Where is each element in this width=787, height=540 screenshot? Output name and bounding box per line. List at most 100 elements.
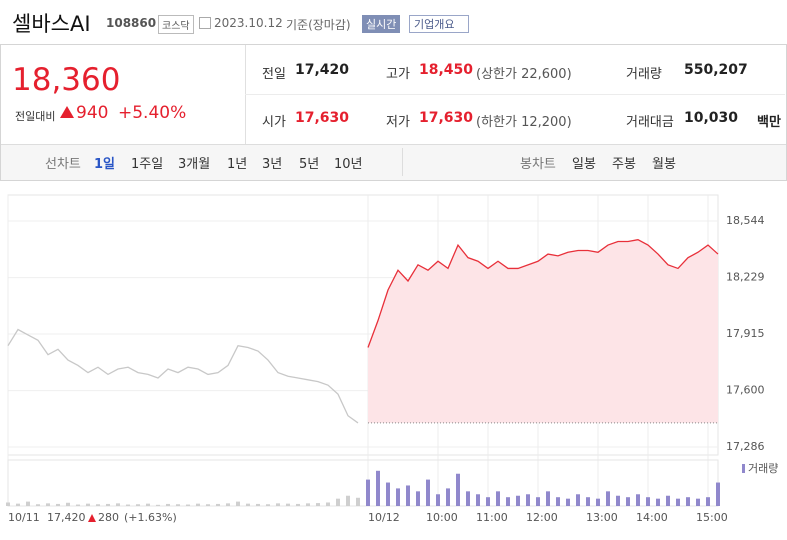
volume-bar <box>426 479 430 506</box>
volume-bar <box>246 503 250 506</box>
volume-bar <box>326 502 330 506</box>
calendar-icon <box>199 17 211 29</box>
tab[interactable]: 10년 <box>334 157 363 172</box>
change-value: 940 <box>76 103 109 123</box>
volume-bar <box>226 503 230 506</box>
volume-bar <box>16 503 20 506</box>
volume-bar <box>296 503 300 506</box>
volume-bar <box>316 503 320 506</box>
footer-change: 280 <box>98 511 119 524</box>
volume-bar <box>466 491 470 506</box>
volume-bar <box>516 495 520 506</box>
volume-bar <box>576 494 580 506</box>
volume-bar <box>446 488 450 506</box>
volume-bar <box>506 497 510 506</box>
volume-bar <box>156 504 160 506</box>
price-line <box>367 239 719 348</box>
tab-bar <box>1 144 786 180</box>
volume-bar <box>686 497 690 506</box>
tab[interactable]: 1일 <box>94 157 116 172</box>
tab-group-label: 봉차트 <box>520 157 556 172</box>
volume-bar <box>26 501 30 506</box>
volume-bar <box>636 494 640 506</box>
tab[interactable]: 일봉 <box>572 157 596 172</box>
up-arrow <box>88 514 96 522</box>
volume-bar <box>566 498 570 506</box>
cell-value: 17,420 <box>295 62 350 78</box>
realtime-button[interactable]: 실시간 <box>362 15 401 33</box>
divider <box>402 148 403 176</box>
volume-bar <box>66 502 70 506</box>
volume-bar <box>126 504 130 506</box>
tab[interactable]: 주봉 <box>612 157 636 172</box>
volume-bar <box>76 504 80 506</box>
up-arrow <box>60 106 74 118</box>
volume-bar <box>36 504 40 506</box>
area-fill <box>368 239 718 423</box>
y-tick-label: 18,544 <box>726 214 765 227</box>
volume-bar <box>6 502 10 506</box>
tab[interactable]: 월봉 <box>652 157 676 172</box>
y-tick-label: 17,600 <box>726 384 765 397</box>
volume-bar <box>276 503 280 506</box>
market-badge: 코스닥 <box>158 15 194 34</box>
cell-value: 17,630 <box>419 110 474 126</box>
y-tick-label: 17,915 <box>726 327 765 340</box>
volume-bar <box>396 488 400 506</box>
x-tick-label: 10/12 <box>368 511 400 524</box>
tab[interactable]: 3개월 <box>178 157 211 172</box>
volume-bar <box>476 494 480 506</box>
basis: 기준(장마감) <box>286 18 351 32</box>
volume-bar <box>546 491 550 506</box>
volume-bar <box>166 503 170 506</box>
volume-bar <box>666 495 670 506</box>
volume-bar <box>406 485 410 506</box>
volume-bar <box>206 504 210 506</box>
divider <box>245 94 785 95</box>
tab[interactable]: 1주일 <box>131 157 164 172</box>
volume-bar <box>606 491 610 506</box>
volume-bar <box>706 497 710 506</box>
tab[interactable]: 3년 <box>262 157 283 172</box>
volume-bar <box>46 503 50 506</box>
tab[interactable]: 1년 <box>227 157 248 172</box>
volume-bar <box>696 498 700 506</box>
x-tick-label: 15:00 <box>696 511 728 524</box>
x-tick-label: 11:00 <box>476 511 508 524</box>
volume-bar <box>106 503 110 506</box>
volume-bar <box>216 503 220 506</box>
x-tick-label: 10/11 <box>8 511 40 524</box>
cell-label: 고가 <box>386 67 410 82</box>
volume-bar <box>286 503 290 506</box>
y-tick-label: 18,229 <box>726 271 765 284</box>
volume-bar <box>616 495 620 506</box>
volume-bar <box>456 473 460 506</box>
cell-label: 전일 <box>262 67 286 82</box>
x-tick-label: 10:00 <box>426 511 458 524</box>
volume-bar <box>436 494 440 506</box>
overview-button[interactable]: 기업개요 <box>409 15 470 33</box>
x-tick-label: 12:00 <box>526 511 558 524</box>
cell-value: 10,030 <box>684 110 739 126</box>
cell-note: (하한가 12,200) <box>476 115 572 130</box>
cell-label: 시가 <box>262 115 286 130</box>
volume-bar <box>186 504 190 506</box>
tab-group-label: 선차트 <box>45 157 81 172</box>
volume-bar <box>176 504 180 506</box>
volume-bar <box>346 495 350 506</box>
volume-frame <box>7 459 719 507</box>
change-label: 전일대비 <box>15 110 56 123</box>
volume-bar <box>676 498 680 506</box>
cell-unit: 백만 <box>757 115 781 130</box>
y-tick-label: 17,286 <box>726 440 765 453</box>
volume-bar <box>496 491 500 506</box>
volume-bar <box>486 497 490 506</box>
footer-pct: (+1.63%) <box>124 511 177 524</box>
volume-bar <box>146 503 150 506</box>
cell-label: 거래량 <box>626 67 662 82</box>
volume-bar <box>536 497 540 506</box>
tab[interactable]: 5년 <box>299 157 320 172</box>
volume-bar <box>716 482 720 506</box>
change-pct: +5.40% <box>118 103 187 123</box>
